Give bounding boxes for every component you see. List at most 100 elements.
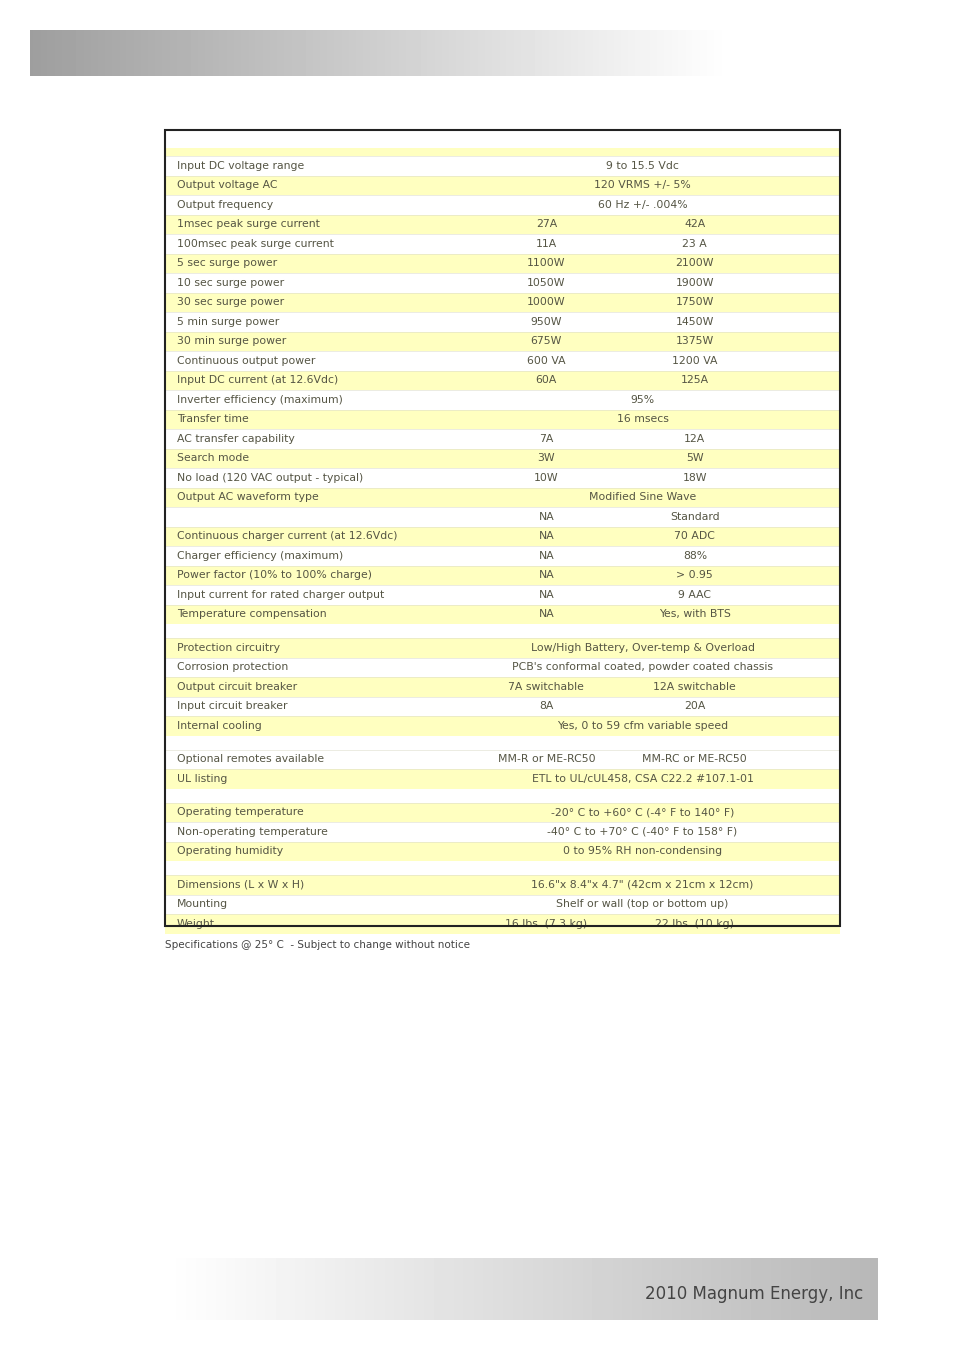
Text: Protection circuitry: Protection circuitry: [177, 643, 280, 652]
Bar: [165, 803, 840, 822]
Bar: [165, 214, 840, 235]
Text: Output frequency: Output frequency: [177, 199, 273, 210]
Bar: [165, 842, 840, 861]
Bar: [165, 370, 840, 391]
Bar: [165, 658, 840, 677]
Text: ETL to UL/cUL458, CSA C22.2 #107.1-01: ETL to UL/cUL458, CSA C22.2 #107.1-01: [531, 774, 753, 784]
Text: 1450W: 1450W: [675, 317, 713, 327]
Text: Charger efficiency (maximum): Charger efficiency (maximum): [177, 551, 343, 561]
Bar: [165, 156, 840, 175]
Text: NA: NA: [537, 551, 554, 561]
Text: 1050W: 1050W: [527, 278, 565, 287]
Text: 9 AAC: 9 AAC: [678, 590, 711, 599]
Bar: [165, 565, 840, 584]
Bar: [165, 148, 840, 156]
Text: Corrosion protection: Corrosion protection: [177, 662, 288, 673]
Text: Input DC voltage range: Input DC voltage range: [177, 161, 304, 171]
Text: Output AC waveform type: Output AC waveform type: [177, 492, 318, 502]
Text: 1100W: 1100W: [527, 258, 565, 268]
Bar: [165, 716, 840, 735]
Bar: [165, 488, 840, 507]
Text: 7A: 7A: [538, 434, 553, 443]
Bar: [165, 331, 840, 351]
Text: 100msec peak surge current: 100msec peak surge current: [177, 239, 334, 248]
Text: NA: NA: [537, 511, 554, 522]
Bar: [165, 584, 840, 605]
Text: Continuous output power: Continuous output power: [177, 355, 315, 366]
Text: 1200 VA: 1200 VA: [672, 355, 717, 366]
Text: 30 sec surge power: 30 sec surge power: [177, 297, 284, 308]
Text: 11A: 11A: [536, 239, 557, 248]
Text: 16 msecs: 16 msecs: [616, 414, 668, 424]
Text: 30 min surge power: 30 min surge power: [177, 336, 286, 346]
Text: 10W: 10W: [534, 473, 558, 483]
Text: UL listing: UL listing: [177, 774, 227, 784]
Bar: [165, 351, 840, 370]
Bar: [165, 735, 840, 750]
Text: 5.0 Specifications: 5.0 Specifications: [50, 43, 259, 62]
Text: MM-R or ME-RC50: MM-R or ME-RC50: [497, 754, 595, 765]
Bar: [165, 624, 840, 639]
Text: 60 Hz +/- .004%: 60 Hz +/- .004%: [598, 199, 687, 210]
Text: Operating humidity: Operating humidity: [177, 846, 283, 856]
Bar: [165, 526, 840, 546]
Text: 120 VRMS +/- 5%: 120 VRMS +/- 5%: [594, 180, 690, 190]
Text: NA: NA: [537, 590, 554, 599]
Bar: [165, 254, 840, 273]
Text: NA: NA: [537, 571, 554, 580]
Text: 12A: 12A: [683, 434, 705, 443]
Bar: [165, 788, 840, 803]
Text: Shelf or wall (top or bottom up): Shelf or wall (top or bottom up): [556, 899, 728, 910]
Text: 5 sec surge power: 5 sec surge power: [177, 258, 276, 268]
Text: -40° C to +70° C (-40° F to 158° F): -40° C to +70° C (-40° F to 158° F): [547, 827, 737, 837]
Text: Input current for rated charger output: Input current for rated charger output: [177, 590, 384, 599]
Text: 125A: 125A: [680, 376, 708, 385]
Bar: [165, 130, 840, 148]
Text: 70 ADC: 70 ADC: [674, 532, 715, 541]
Text: 88%: 88%: [682, 551, 706, 561]
Bar: [165, 175, 840, 195]
Bar: [165, 605, 840, 624]
Text: 950W: 950W: [530, 317, 561, 327]
Bar: [165, 875, 840, 895]
Text: Low/High Battery, Over-temp & Overload: Low/High Battery, Over-temp & Overload: [530, 643, 754, 652]
Text: 18W: 18W: [682, 473, 706, 483]
Bar: [165, 769, 840, 788]
Bar: [165, 861, 840, 875]
Text: NA: NA: [537, 532, 554, 541]
Text: Transfer time: Transfer time: [177, 414, 249, 424]
Text: 5 min surge power: 5 min surge power: [177, 317, 279, 327]
Bar: [165, 195, 840, 214]
Text: 1900W: 1900W: [675, 278, 714, 287]
Text: 1375W: 1375W: [675, 336, 713, 346]
Bar: [165, 468, 840, 488]
Text: Optional remotes available: Optional remotes available: [177, 754, 324, 765]
Text: 16.6"x 8.4"x 4.7" (42cm x 21cm x 12cm): 16.6"x 8.4"x 4.7" (42cm x 21cm x 12cm): [531, 880, 753, 890]
Text: Continuous charger current (at 12.6Vdc): Continuous charger current (at 12.6Vdc): [177, 532, 397, 541]
Text: Weight: Weight: [177, 919, 214, 929]
Text: 675W: 675W: [530, 336, 561, 346]
Text: Modified Sine Wave: Modified Sine Wave: [588, 492, 696, 502]
Text: > 0.95: > 0.95: [676, 571, 713, 580]
Bar: [165, 410, 840, 428]
Text: AC transfer capability: AC transfer capability: [177, 434, 294, 443]
Bar: [165, 293, 840, 312]
Bar: [165, 895, 840, 914]
Text: PCB's conformal coated, powder coated chassis: PCB's conformal coated, powder coated ch…: [512, 662, 772, 673]
Text: Mounting: Mounting: [177, 899, 228, 910]
Bar: [165, 914, 840, 933]
Text: 8A: 8A: [538, 701, 553, 712]
Text: 600 VA: 600 VA: [526, 355, 565, 366]
Text: Output circuit breaker: Output circuit breaker: [177, 682, 296, 692]
Text: 22 lbs. (10 kg): 22 lbs. (10 kg): [655, 919, 734, 929]
Text: Power factor (10% to 100% charge): Power factor (10% to 100% charge): [177, 571, 372, 580]
Bar: [165, 546, 840, 565]
Text: 12A switchable: 12A switchable: [653, 682, 736, 692]
Text: Non-operating temperature: Non-operating temperature: [177, 827, 328, 837]
Text: 27A: 27A: [536, 220, 557, 229]
Text: No load (120 VAC output - typical): No load (120 VAC output - typical): [177, 473, 363, 483]
Text: 9 to 15.5 Vdc: 9 to 15.5 Vdc: [605, 161, 679, 171]
Text: Specifications @ 25° C  - Subject to change without notice: Specifications @ 25° C - Subject to chan…: [165, 940, 470, 949]
Text: 42A: 42A: [683, 220, 705, 229]
Text: Yes, 0 to 59 cfm variable speed: Yes, 0 to 59 cfm variable speed: [557, 721, 727, 731]
